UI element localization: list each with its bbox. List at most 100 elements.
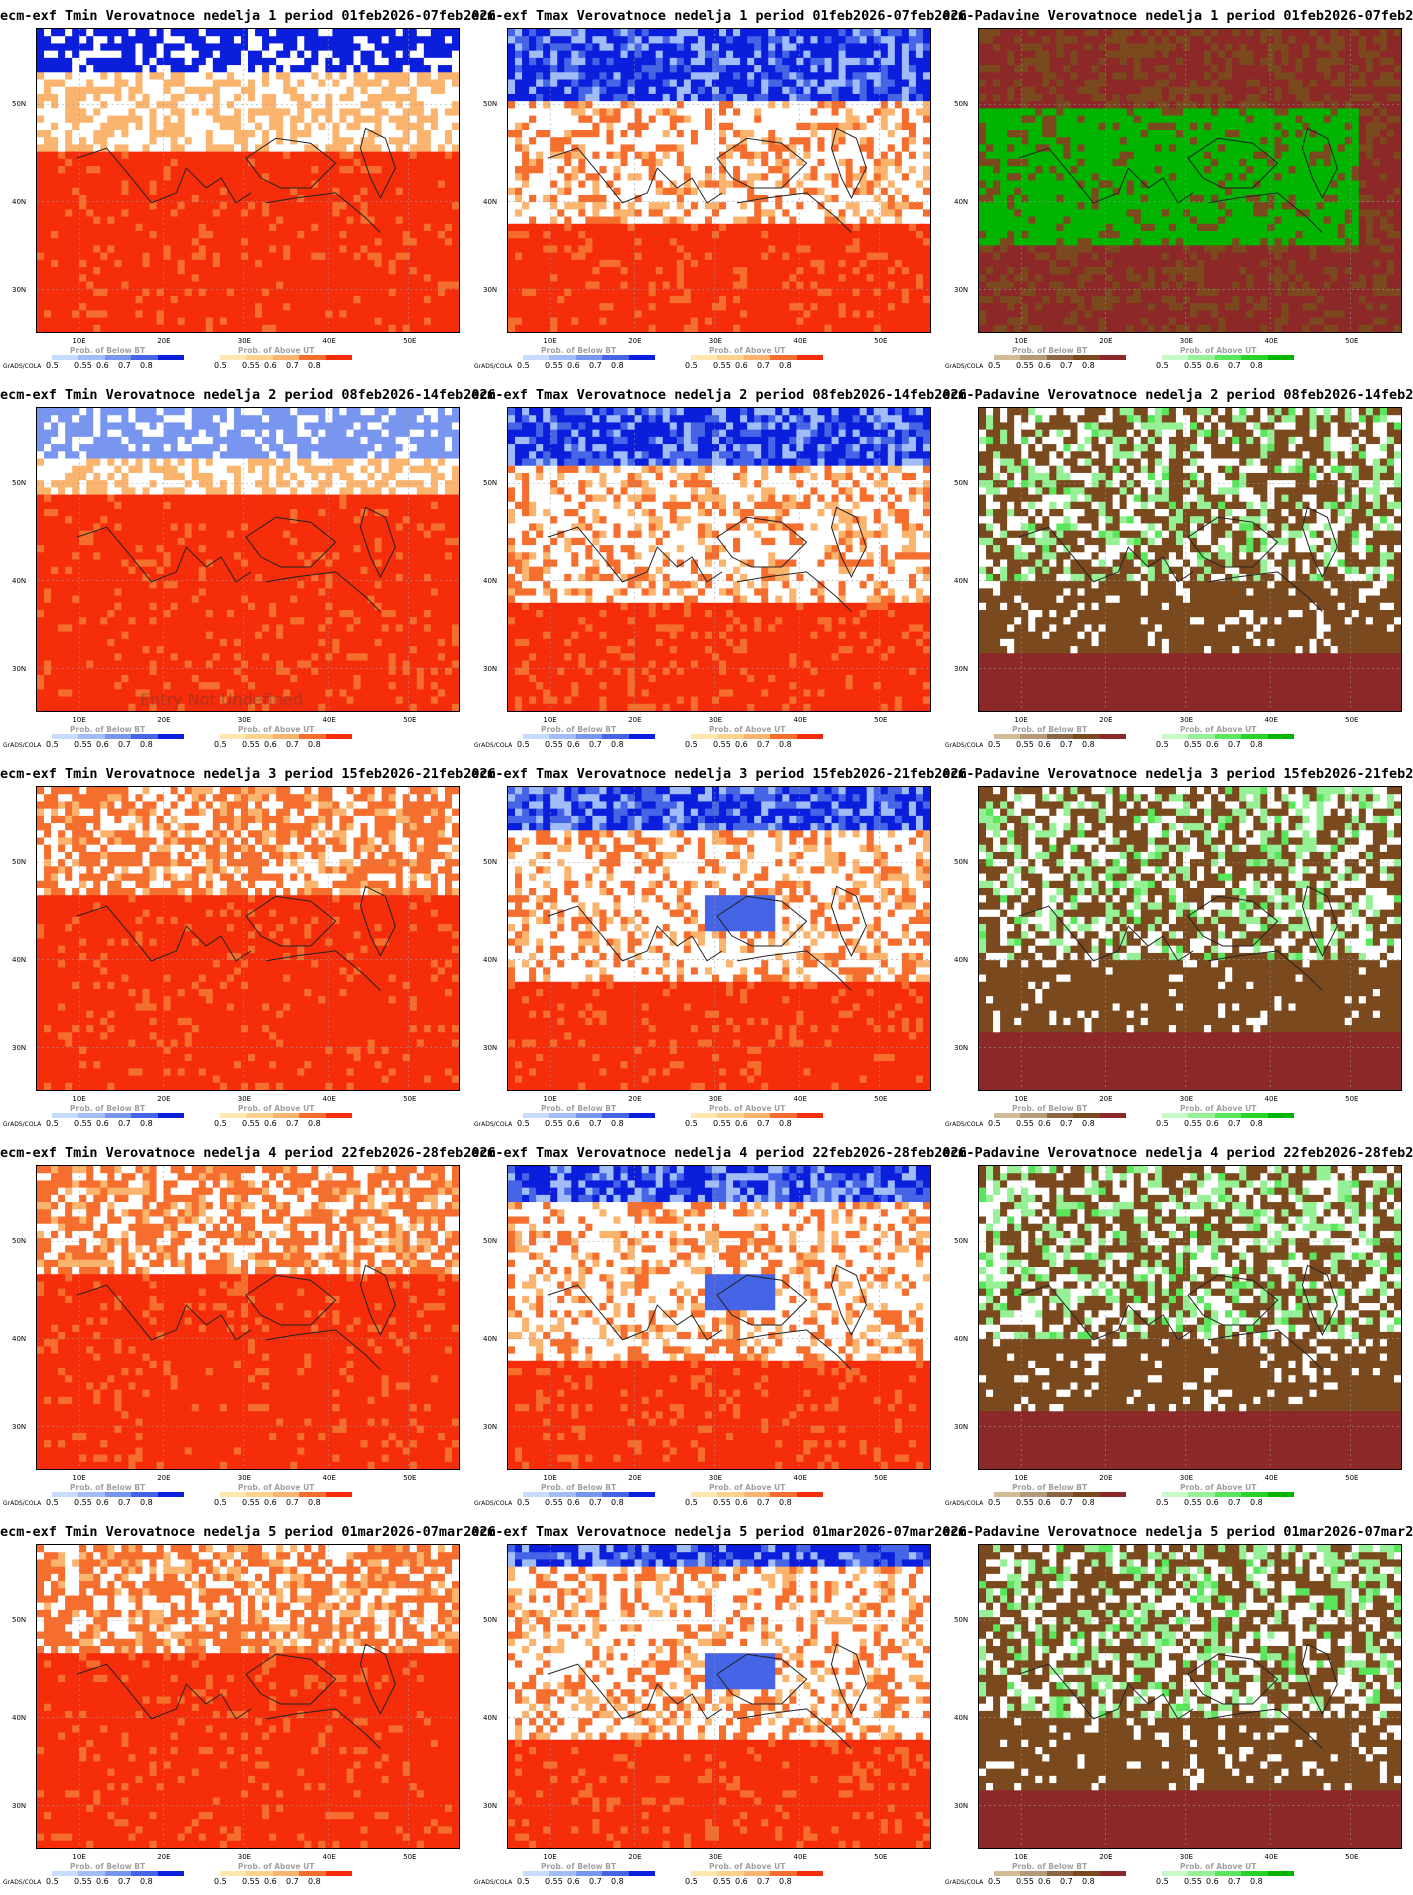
legend-swatch bbox=[246, 1492, 273, 1497]
legend-below: Prob. of Below BT 0.5 0.55 0.6 0.7 0.8 bbox=[46, 1483, 192, 1513]
legend-colorbar bbox=[52, 1871, 185, 1876]
grads-credit: GrADS/COLA bbox=[3, 363, 41, 370]
legend-swatch bbox=[602, 734, 629, 739]
map-frame bbox=[36, 1165, 460, 1470]
legend-above: Prob. of Above UT 0.5 0.55 0.6 0.7 0.8 bbox=[1156, 1104, 1302, 1134]
legend-above: Prob. of Above UT 0.5 0.55 0.6 0.7 0.8 bbox=[685, 1862, 831, 1892]
legend-tick: 0.55 bbox=[242, 740, 260, 749]
legend-title: Prob. of Above UT bbox=[238, 725, 314, 734]
legend-below: Prob. of Below BT 0.5 0.55 0.6 0.7 0.8 bbox=[46, 346, 192, 376]
lon-label: 10E bbox=[1014, 1853, 1027, 1861]
legend-colorbar bbox=[994, 734, 1127, 739]
legend-colorbar bbox=[1162, 1113, 1295, 1118]
legend-title: Prob. of Below BT bbox=[70, 346, 145, 355]
legend-above: Prob. of Above UT 0.5 0.55 0.6 0.7 0.8 bbox=[214, 725, 360, 755]
legend-tick: 0.8 bbox=[140, 1498, 153, 1507]
legend-tick: 0.6 bbox=[735, 1877, 748, 1886]
lon-label: 50E bbox=[1345, 1853, 1358, 1861]
legend-tick: 0.6 bbox=[264, 1119, 277, 1128]
panel-title: ecm-exf Tmin Verovatnoce nedelja 2 perio… bbox=[0, 387, 496, 403]
legend-above: Prob. of Above UT 0.5 0.55 0.6 0.7 0.8 bbox=[214, 1483, 360, 1513]
legend-swatch bbox=[1188, 1871, 1215, 1876]
legend-swatch bbox=[1162, 734, 1189, 739]
probability-field-map bbox=[508, 408, 930, 711]
legend-above: Prob. of Above UT 0.5 0.55 0.6 0.7 0.8 bbox=[214, 346, 360, 376]
legend-swatch bbox=[575, 1113, 603, 1118]
grads-credit: GrADS/COLA bbox=[3, 1879, 41, 1886]
lon-label: 20E bbox=[628, 1095, 641, 1103]
panel-title: ecm-exf Tmax Verovatnoce nedelja 5 perio… bbox=[471, 1524, 967, 1540]
lon-label: 30E bbox=[238, 1853, 251, 1861]
legend-tick: 0.6 bbox=[96, 361, 109, 370]
lon-label: 30E bbox=[1180, 337, 1193, 345]
legend-title: Prob. of Above UT bbox=[1180, 1483, 1256, 1492]
lon-label: 10E bbox=[72, 337, 85, 345]
legend-swatch bbox=[1214, 734, 1242, 739]
panel-title: ecm-exf Tmin Verovatnoce nedelja 5 perio… bbox=[0, 1524, 496, 1540]
legend-title: Prob. of Below BT bbox=[70, 1862, 145, 1871]
legend-swatch bbox=[523, 734, 550, 739]
legend-tick: 0.7 bbox=[1228, 361, 1241, 370]
legend-tick: 0.5 bbox=[214, 361, 227, 370]
legend-swatch bbox=[796, 355, 824, 360]
lon-label: 50E bbox=[1345, 1095, 1358, 1103]
legend-tick: 0.7 bbox=[118, 1877, 131, 1886]
legend-tick: 0.8 bbox=[1082, 361, 1095, 370]
legend-tick: 0.6 bbox=[96, 1119, 109, 1128]
lat-label: 40N bbox=[483, 198, 497, 206]
legend-tick: 0.6 bbox=[1038, 1498, 1051, 1507]
legend-swatch bbox=[1020, 734, 1047, 739]
legend-tick: 0.5 bbox=[1156, 1877, 1169, 1886]
panel-title: ecm-exf Tmax Verovatnoce nedelja 2 perio… bbox=[471, 387, 967, 403]
legend-swatch bbox=[272, 355, 300, 360]
legend-swatch bbox=[78, 355, 105, 360]
legend-swatch bbox=[52, 1492, 79, 1497]
legend-swatch bbox=[1099, 734, 1127, 739]
lat-label: 50N bbox=[483, 479, 497, 487]
legend-colorbar bbox=[220, 1492, 353, 1497]
legend-tick: 0.8 bbox=[1082, 1119, 1095, 1128]
legend-tick: 0.8 bbox=[308, 1119, 321, 1128]
lat-label: 40N bbox=[12, 577, 26, 585]
lon-label: 40E bbox=[323, 337, 336, 345]
legend-swatch bbox=[994, 355, 1021, 360]
grads-credit: GrADS/COLA bbox=[945, 363, 983, 370]
legend-swatch bbox=[220, 1113, 247, 1118]
lat-label: 30N bbox=[12, 1802, 26, 1810]
legend-tick: 0.8 bbox=[308, 1498, 321, 1507]
legend-swatch bbox=[299, 355, 326, 360]
legend-tick: 0.8 bbox=[140, 1877, 153, 1886]
legend-tick: 0.8 bbox=[1250, 361, 1263, 370]
legend-tick: 0.8 bbox=[611, 740, 624, 749]
legend-title: Prob. of Below BT bbox=[1012, 346, 1087, 355]
lat-label: 40N bbox=[12, 956, 26, 964]
legend-tick: 0.6 bbox=[264, 1498, 277, 1507]
grads-credit: GrADS/COLA bbox=[945, 1121, 983, 1128]
legend-tick: 0.6 bbox=[96, 1877, 109, 1886]
lon-label: 10E bbox=[543, 1474, 556, 1482]
legend-swatch bbox=[220, 1492, 247, 1497]
lon-label: 10E bbox=[543, 1095, 556, 1103]
legend-swatch bbox=[575, 1871, 603, 1876]
lon-label: 30E bbox=[709, 716, 722, 724]
panel-tmax-week-5: ecm-exf Tmax Verovatnoce nedelja 5 perio… bbox=[471, 1516, 967, 1895]
legend-tick: 0.55 bbox=[74, 1119, 92, 1128]
legend-tick: 0.7 bbox=[589, 1498, 602, 1507]
legend-swatch bbox=[743, 1871, 771, 1876]
legend-swatch bbox=[157, 1113, 185, 1118]
legend-swatch bbox=[1099, 1492, 1127, 1497]
legend-tick: 0.6 bbox=[1038, 361, 1051, 370]
lon-label: 30E bbox=[1180, 716, 1193, 724]
legend-tick: 0.7 bbox=[757, 1119, 770, 1128]
panel-tmin-week-2: ecm-exf Tmin Verovatnoce nedelja 2 perio… bbox=[0, 379, 496, 758]
lat-label: 30N bbox=[12, 286, 26, 294]
legend-swatch bbox=[1188, 355, 1215, 360]
legend-tick: 0.6 bbox=[1206, 1498, 1219, 1507]
lon-label: 20E bbox=[157, 337, 170, 345]
legend-swatch bbox=[325, 1113, 353, 1118]
lon-label: 30E bbox=[709, 337, 722, 345]
legend-below: Prob. of Below BT 0.5 0.55 0.6 0.7 0.8 bbox=[46, 725, 192, 755]
legend-title: Prob. of Above UT bbox=[238, 1104, 314, 1113]
lat-label: 40N bbox=[12, 1335, 26, 1343]
